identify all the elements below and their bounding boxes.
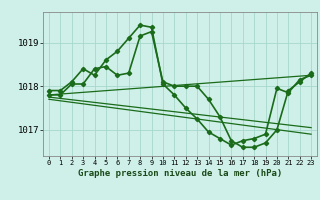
X-axis label: Graphe pression niveau de la mer (hPa): Graphe pression niveau de la mer (hPa): [78, 169, 282, 178]
